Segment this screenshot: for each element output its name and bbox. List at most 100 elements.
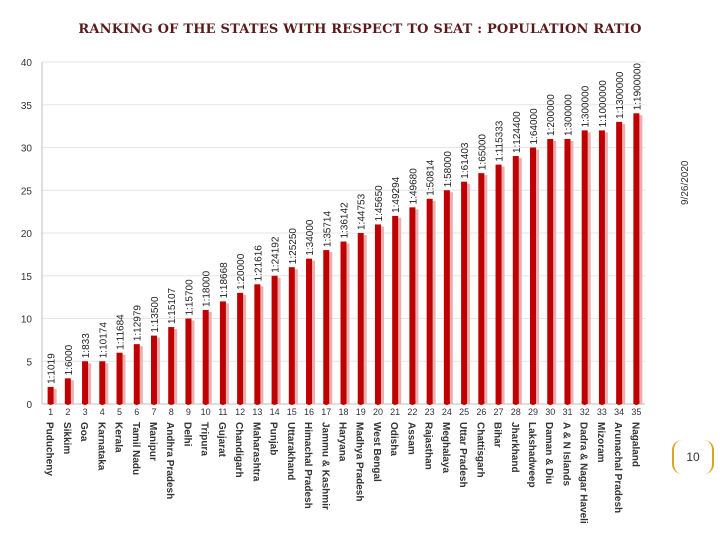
y-tick-label: 40 <box>21 58 33 69</box>
rank-marker <box>168 399 175 405</box>
category-label: Chattisgarh <box>474 422 485 478</box>
bar-shadow <box>53 388 57 404</box>
rank-label: 30 <box>545 407 555 417</box>
data-label: 1:21616 <box>253 245 264 282</box>
category-label: Maharashtra <box>250 422 261 482</box>
bar <box>185 318 192 404</box>
rank-marker <box>47 399 54 405</box>
data-label: 1:1019 <box>47 353 58 384</box>
bar-shadow <box>501 166 505 404</box>
category-label: Lakshadweep <box>526 422 537 488</box>
rank-label: 16 <box>304 407 314 417</box>
rank-marker <box>598 399 605 405</box>
y-tick-label: 20 <box>21 229 33 240</box>
bar <box>564 138 571 404</box>
rank-marker <box>99 399 106 405</box>
bar-shadow <box>122 354 126 404</box>
rank-marker <box>185 399 192 405</box>
data-label: 1:11684 <box>116 314 127 350</box>
y-tick-label: 30 <box>21 144 33 155</box>
category-label: Rajasthan <box>423 422 434 470</box>
data-label: 1:34000 <box>305 219 316 256</box>
category-label: Tamil Nadu <box>130 422 141 475</box>
bar-shadow <box>191 320 195 404</box>
data-label: 1:20000 <box>236 253 247 290</box>
category-label: Odisha <box>388 422 399 456</box>
bar-shadow <box>312 260 316 404</box>
bar-shadow <box>380 226 384 404</box>
bar <box>392 215 399 404</box>
bar <box>237 292 244 404</box>
rank-label: 8 <box>169 407 174 417</box>
category-label: Bihar <box>492 422 503 448</box>
rank-marker <box>202 399 209 405</box>
category-label: Daman & Diu <box>543 422 554 484</box>
data-label: 1:12979 <box>133 305 144 342</box>
y-tick-label: 35 <box>21 101 33 112</box>
bar <box>495 164 502 404</box>
rank-label: 15 <box>287 407 297 417</box>
rank-marker <box>82 399 89 405</box>
y-tick-label: 15 <box>21 272 33 283</box>
rank-label: 22 <box>407 407 417 417</box>
rank-label: 20 <box>373 407 383 417</box>
rank-marker <box>443 399 450 405</box>
rank-marker <box>150 399 157 405</box>
data-label: 1:49680 <box>408 168 419 205</box>
bar-shadow <box>604 132 608 404</box>
data-label: 1:10174 <box>98 322 109 359</box>
rank-marker <box>254 399 261 405</box>
rank-label: 34 <box>614 407 624 417</box>
bar-shadow <box>243 294 247 404</box>
bar-shadow <box>639 115 643 405</box>
data-label: 1:300000 <box>563 94 574 136</box>
rank-marker <box>512 399 519 405</box>
rank-marker <box>461 399 468 405</box>
rank-marker <box>306 399 313 405</box>
bar <box>116 352 123 404</box>
rank-marker <box>547 399 554 405</box>
bar <box>374 224 381 404</box>
category-label: Goa <box>78 422 89 442</box>
data-label: 1:61403 <box>460 142 471 179</box>
rank-marker <box>530 399 537 405</box>
chart-title: RANKING OF THE STATES WITH RESPECT TO SE… <box>78 22 642 37</box>
bar-shadow <box>398 217 402 404</box>
bar <box>219 301 226 404</box>
rank-label: 10 <box>201 407 211 417</box>
data-label: 1:45650 <box>374 185 385 222</box>
bar <box>150 335 157 404</box>
category-label: Sikkim <box>61 422 72 454</box>
category-label: Himachal Pradesh <box>302 422 313 509</box>
rank-marker <box>633 399 640 405</box>
bar-shadow <box>467 183 471 404</box>
rank-label: 14 <box>270 407 280 417</box>
bar-shadow <box>260 286 264 404</box>
category-label: Gujarat <box>216 422 227 458</box>
bar <box>616 121 623 404</box>
rank-marker <box>392 399 399 405</box>
bar-shadow <box>70 380 74 404</box>
category-label: Meghalaya <box>440 422 451 474</box>
rank-marker <box>581 399 588 405</box>
data-label: 1:58000 <box>443 151 454 188</box>
rank-marker <box>64 399 71 405</box>
category-label: Karnataka <box>95 422 106 471</box>
bar-shadow <box>294 269 298 404</box>
rank-label: 32 <box>580 407 590 417</box>
rank-label: 21 <box>390 407 400 417</box>
rank-marker <box>288 399 295 405</box>
category-label: Puducheny <box>44 422 55 476</box>
bar <box>99 361 106 404</box>
category-label: Madhya Pradesh <box>354 422 365 501</box>
data-label: 1:833 <box>81 333 92 358</box>
bar <box>133 344 140 404</box>
rank-marker <box>323 399 330 405</box>
category-label: Nagaland <box>629 422 640 467</box>
rank-marker <box>133 399 140 405</box>
rank-label: 29 <box>528 407 538 417</box>
bar <box>581 130 588 404</box>
data-label: 1:124400 <box>512 111 523 153</box>
bar-shadow <box>105 363 109 404</box>
rank-label: 4 <box>100 407 105 417</box>
